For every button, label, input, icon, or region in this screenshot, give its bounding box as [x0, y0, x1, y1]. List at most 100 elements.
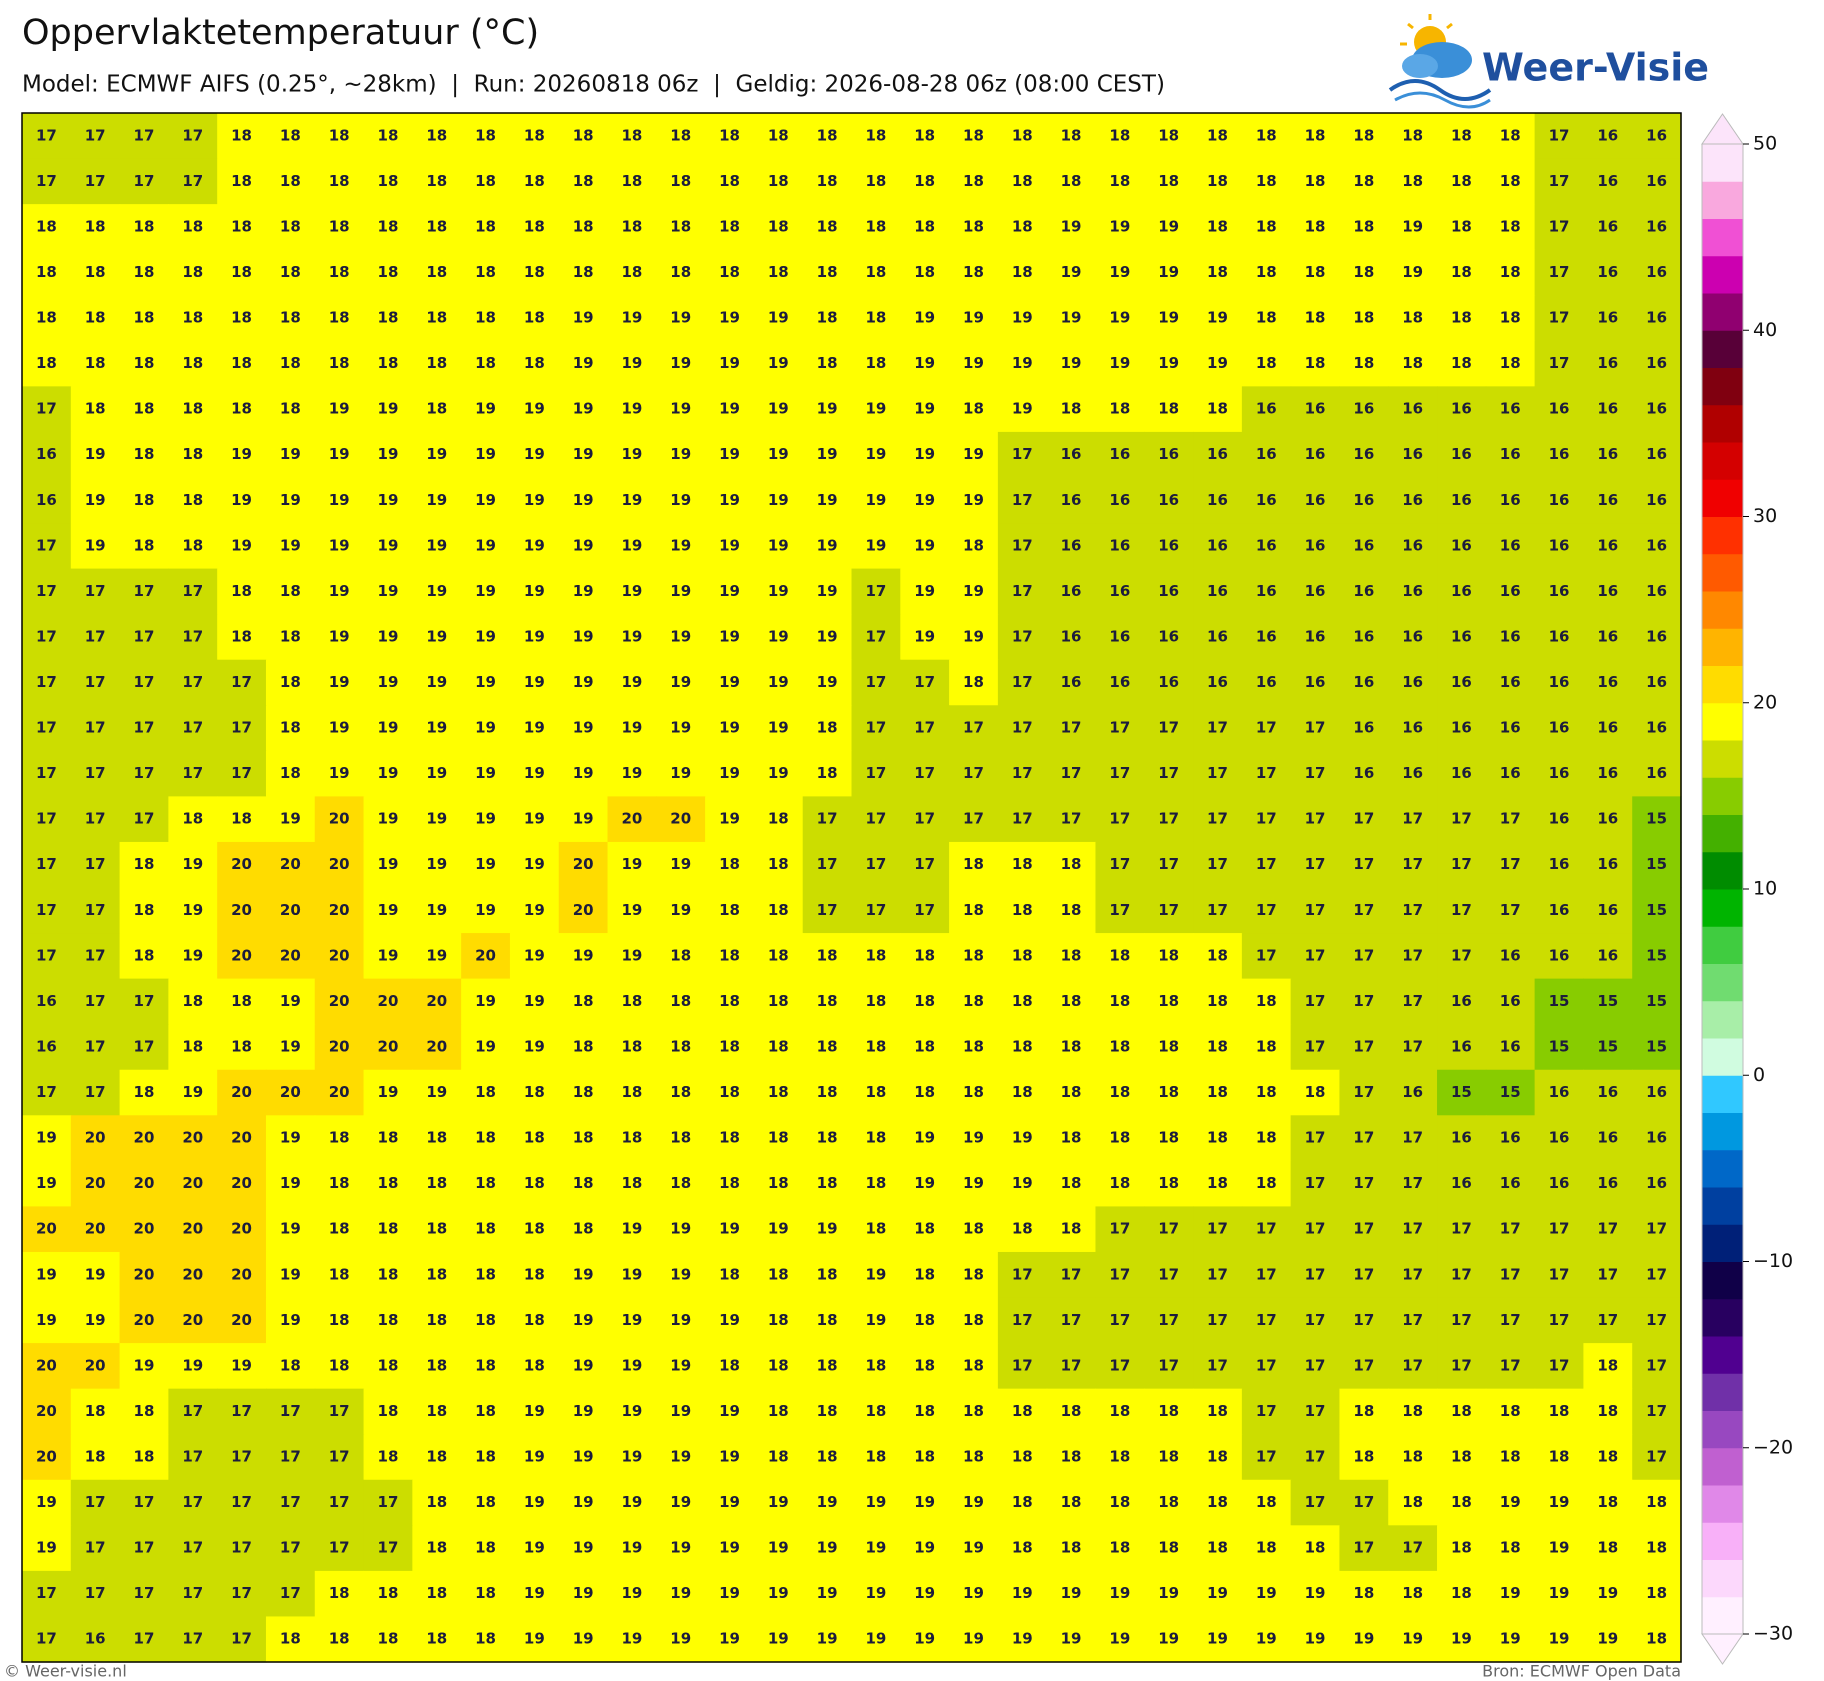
temperature-label: 19	[378, 810, 399, 828]
temperature-label: 16	[1500, 582, 1521, 600]
temperature-label: 19	[1158, 217, 1179, 235]
temperature-cell	[1437, 523, 1487, 570]
temperature-cell	[1388, 750, 1438, 797]
temperature-cell	[412, 1069, 462, 1116]
temperature-label: 18	[280, 627, 301, 645]
temperature-cell	[1046, 1434, 1097, 1481]
temperature-cell	[1437, 431, 1487, 479]
temperature-cell	[949, 1616, 999, 1663]
temperature-cell	[1388, 1343, 1438, 1390]
temperature-label: 17	[1451, 855, 1472, 873]
temperature-cell	[997, 1024, 1048, 1071]
temperature-cell	[1485, 1616, 1536, 1663]
temperature-cell	[1632, 1024, 1682, 1071]
temperature-cell	[1193, 614, 1243, 661]
temperature-label: 18	[719, 1129, 740, 1147]
temperature-cell	[168, 523, 218, 570]
temperature-label: 19	[719, 445, 740, 463]
temperature-cell	[217, 1616, 267, 1663]
temperature-label: 18	[475, 1447, 496, 1465]
temperature-label: 18	[378, 1174, 399, 1192]
temperature-cell	[217, 1297, 267, 1344]
temperature-cell	[900, 1343, 950, 1390]
temperature-label: 19	[134, 1356, 155, 1374]
temperature-label: 19	[231, 536, 252, 554]
temperature-label: 19	[378, 946, 399, 964]
temperature-cell	[705, 659, 755, 706]
temperature-label: 18	[231, 627, 252, 645]
temperature-label: 19	[329, 536, 350, 554]
temperature-cell	[753, 659, 804, 706]
temperature-label: 18	[817, 263, 838, 281]
temperature-cell	[70, 386, 121, 433]
temperature-label: 15	[1500, 1083, 1521, 1101]
temperature-label: 19	[426, 445, 447, 463]
temperature-cell	[656, 1069, 706, 1116]
temperature-label: 20	[573, 855, 594, 873]
temperature-label: 18	[280, 309, 301, 327]
temperature-label: 18	[475, 1584, 496, 1602]
temperature-cell	[851, 1024, 901, 1071]
temperature-label: 18	[1402, 1402, 1423, 1420]
temperature-label: 19	[865, 400, 886, 418]
colorbar-band	[1702, 851, 1743, 890]
temperature-cell	[1437, 1343, 1487, 1390]
temperature-cell	[1388, 1115, 1438, 1162]
temperature-label: 16	[1500, 673, 1521, 691]
temperature-label: 18	[865, 1356, 886, 1374]
temperature-cell	[1632, 295, 1682, 342]
temperature-label: 18	[1305, 354, 1326, 372]
temperature-cell	[1339, 887, 1389, 934]
temperature-cell	[753, 614, 804, 661]
temperature-cell	[851, 1525, 901, 1572]
temperature-cell	[70, 523, 121, 570]
temperature-label: 20	[621, 810, 642, 828]
temperature-cell	[1485, 340, 1536, 387]
temperature-cell	[217, 1206, 267, 1253]
temperature-cell	[1046, 1479, 1097, 1526]
temperature-label: 18	[1158, 1037, 1179, 1055]
temperature-cell	[363, 340, 413, 387]
temperature-label: 19	[426, 719, 447, 737]
temperature-label: 18	[378, 309, 399, 327]
temperature-cell	[1485, 386, 1536, 433]
temperature-cell	[1339, 978, 1389, 1025]
temperature-cell	[1437, 1206, 1487, 1253]
temperature-label: 18	[865, 1402, 886, 1420]
temperature-cell	[168, 568, 218, 615]
temperature-cell	[461, 933, 511, 980]
temperature-cell	[802, 1343, 853, 1390]
temperature-cell	[1632, 796, 1682, 843]
temperature-cell	[1046, 249, 1097, 296]
temperature-label: 17	[134, 172, 155, 190]
temperature-cell	[949, 477, 999, 524]
temperature-label: 16	[1597, 582, 1618, 600]
temperature-label: 17	[1549, 1311, 1570, 1329]
temperature-cell	[461, 659, 511, 706]
temperature-label: 18	[426, 1493, 447, 1511]
temperature-cell	[168, 1297, 218, 1344]
temperature-label: 17	[134, 992, 155, 1010]
temperature-label: 16	[1646, 1129, 1667, 1147]
temperature-label: 19	[817, 1630, 838, 1648]
temperature-cell	[705, 158, 755, 205]
temperature-cell	[314, 1479, 365, 1526]
temperature-cell	[1437, 750, 1487, 797]
temperature-cell	[1095, 1525, 1145, 1572]
temperature-label: 18	[134, 946, 155, 964]
temperature-cell	[1290, 887, 1341, 934]
temperature-label: 18	[1012, 946, 1033, 964]
temperature-label: 17	[1012, 810, 1033, 828]
temperature-label: 19	[426, 855, 447, 873]
temperature-label: 19	[1402, 263, 1423, 281]
temperature-cell	[802, 386, 853, 433]
temperature-cell	[802, 431, 853, 479]
temperature-label: 17	[85, 764, 106, 782]
temperature-cell	[997, 523, 1048, 570]
temperature-label: 17	[329, 1539, 350, 1557]
colorbar-band	[1702, 1261, 1743, 1300]
temperature-label: 18	[182, 400, 203, 418]
temperature-label: 18	[1012, 992, 1033, 1010]
temperature-cell	[1437, 1251, 1487, 1299]
temperature-cell	[997, 1160, 1048, 1208]
